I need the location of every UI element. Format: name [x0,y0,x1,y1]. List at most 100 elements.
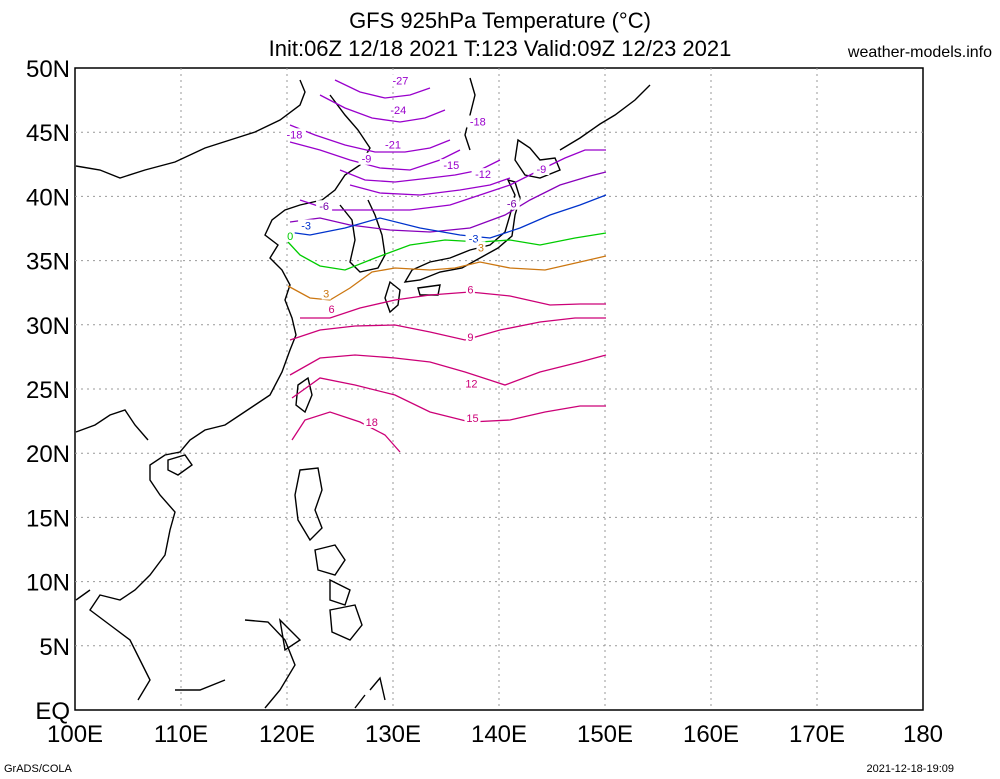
contour-label-bg [388,74,412,87]
contour-label-bg [463,377,480,390]
latitude-label: 5N [39,634,70,661]
contour-label-bg [439,159,463,172]
contour-label-bg [466,115,490,128]
contour-label-bg [363,415,380,428]
longitude-label: 150E [577,721,633,748]
contour-label: -12 [475,169,491,181]
isotherm-6 [300,291,606,319]
longitude-labels: 100E 110E 120E 130E 140E 150E 160E 170E 180 [47,721,943,748]
longitude-label: 160E [683,721,739,748]
latitude-label: 45N [26,120,70,147]
longitude-label: 180 [903,721,943,748]
longitude-label: 120E [259,721,315,748]
contour-label-bg [386,103,410,116]
coastline-sakhalin [464,77,476,151]
coastline-korea [339,199,386,273]
isotherm-minus3 [287,194,607,239]
contour-label: -9 [362,154,372,166]
grid-lines [75,68,923,710]
isotherm-minus9 [299,149,606,211]
latitude-label: 35N [26,249,70,276]
contour-label: 18 [366,417,378,429]
isotherm-12 [289,354,607,386]
contour-label: -24 [390,105,406,117]
contour-label-bg [471,168,495,181]
contour-label: -3 [301,221,311,233]
coastline-luzon [294,467,323,542]
isotherm-minus24 [319,94,446,123]
contour-label-bg [316,200,333,213]
map-subtitle: Init:06Z 12/18 2021 T:123 Valid:09Z 12/2… [268,36,732,61]
latitude-label: 15N [26,505,70,532]
contour-label: -6 [507,199,517,211]
latitude-label: 10N [26,570,70,597]
longitude-label: 170E [789,721,845,748]
contour-label-bg [298,219,315,232]
latitude-label: 50N [26,56,70,83]
contour-label: 12 [465,378,477,390]
latitude-label: EQ [35,698,70,725]
isotherm-15 [291,377,606,423]
isotherm-minus6 [289,171,607,233]
longitude-label: 100E [47,721,103,748]
contour-label: 3 [478,242,484,254]
contour-label: -18 [286,129,302,141]
coastline-sulawesi [354,676,386,709]
contour-label-bg [327,302,337,315]
contour-label-bg [503,197,520,210]
isotherm-9 [289,317,606,341]
longitude-label: 130E [365,721,421,748]
latitude-label: 20N [26,441,70,468]
contour-label-bg [282,128,306,141]
contour-label: -18 [470,116,486,128]
latitude-labels: 50N 45N 40N 35N 30N 25N 20N 15N 10N 5N EQ [26,56,70,725]
coastline-kurils [559,84,651,151]
isotherm-minus21 [289,124,451,153]
contour-label: -3 [469,233,479,245]
latitude-label: 40N [26,184,70,211]
contour-label: 6 [467,285,473,297]
latitude-label: 25N [26,377,70,404]
contour-label: 0 [287,231,293,243]
contour-label: -27 [392,75,408,87]
isotherm-minus12 [349,177,511,196]
coastline-mindanao [278,604,363,652]
contour-label-bg [464,412,481,425]
footer-timestamp: 2021-12-18-19:09 [866,763,954,775]
map-title: GFS 925hPa Temperature (°C) [349,8,651,33]
contour-label-bg [358,152,375,165]
longitude-label: 140E [471,721,527,748]
contour-label: 9 [467,332,473,344]
site-label: weather-models.info [847,44,992,61]
isotherm-3 [287,255,607,301]
contour-label-bg [533,163,550,176]
temperature-contours [287,79,607,453]
contour-label-bg [465,331,475,344]
contour-label-bg [476,241,486,254]
contour-label-bg [381,138,405,151]
contour-label: 3 [323,289,329,301]
latitude-label: 30N [26,313,70,340]
contour-label: -15 [443,160,459,172]
footer-credit: GrADS/COLA [4,763,72,775]
contour-label: 6 [328,304,334,316]
coastline-hokkaido [514,138,561,179]
coastline-visayas [314,544,351,606]
contour-label-bg [321,287,331,300]
contour-label: -9 [537,164,547,176]
contour-labels: -27 -24 -18 -18 -21 -9 -15 -12 -9 -6 -6 -3 -3 0 3 3 6 6 9 1… [282,74,550,429]
isotherm-18 [291,411,401,453]
coastline-hainan [167,454,193,476]
contour-label: -6 [319,201,329,213]
coastline-borneo [175,619,296,709]
contour-label-bg [465,283,475,296]
contour-label: 15 [466,413,478,425]
border-indochina [75,409,149,601]
coastline-taiwan [295,376,313,414]
contour-label-bg [285,229,295,242]
coastline-asia [75,79,371,701]
longitude-label: 110E [154,721,208,748]
isotherm-minus27 [334,79,431,99]
contour-label: -21 [385,140,401,152]
